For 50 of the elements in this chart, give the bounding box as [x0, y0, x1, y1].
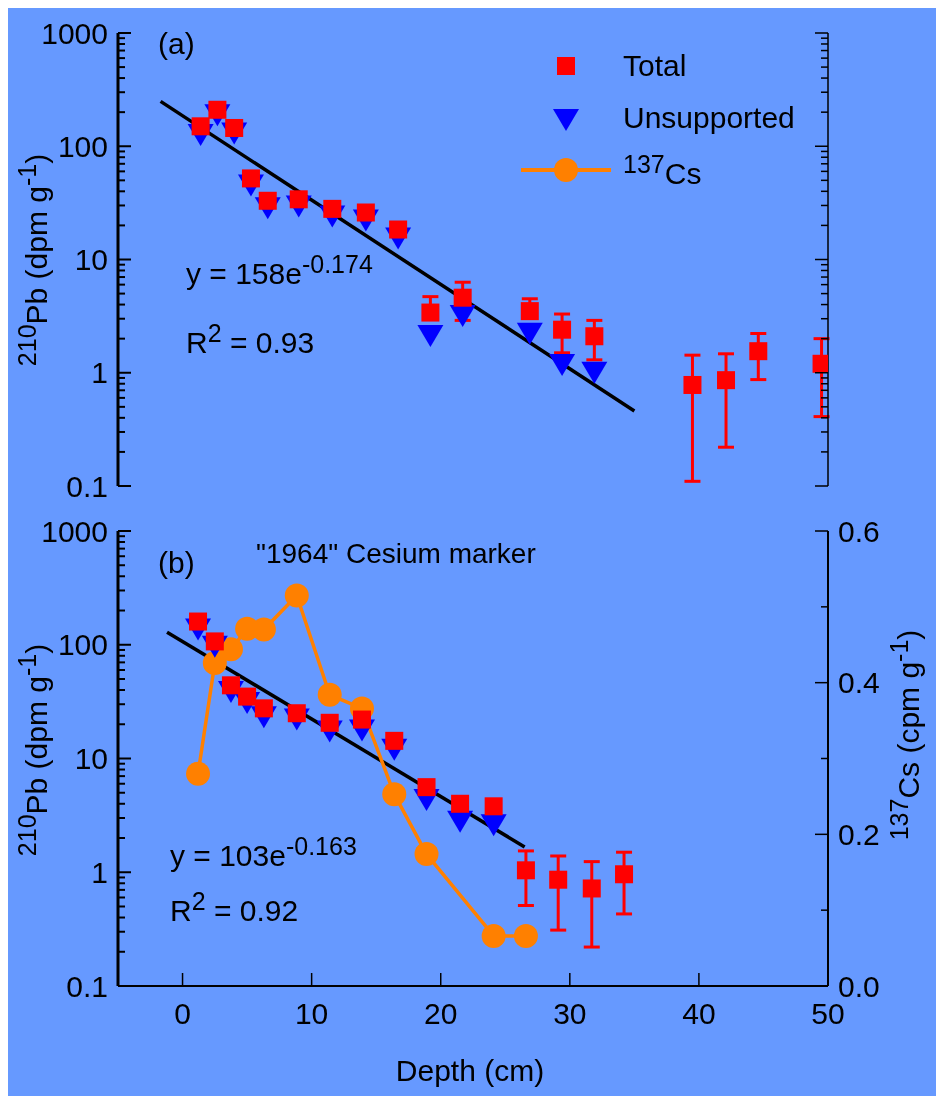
point: [549, 353, 576, 376]
legend-label: $^{137}$Cs: [623, 149, 702, 191]
legend-label: Total: [623, 49, 687, 83]
point: [717, 371, 736, 390]
annotation: y = 158e$^{-0.174}$: [186, 250, 373, 291]
point: [352, 710, 371, 729]
point: [417, 324, 444, 347]
x-axis-title: Depth (cm): [395, 1054, 545, 1088]
y2-tick-label: 0.4: [838, 666, 880, 700]
annotation: "1964" Cesium marker: [256, 538, 536, 570]
x-tick-label: 40: [682, 997, 716, 1030]
point: [582, 879, 601, 898]
x-tick-label: 30: [553, 997, 587, 1030]
point: [749, 342, 768, 361]
x-tick-label: 20: [424, 997, 458, 1030]
y-tick-label: 1000: [41, 514, 108, 548]
point: [549, 870, 568, 889]
y-tick-label: 10: [74, 243, 108, 276]
point: [451, 794, 470, 813]
y-tick-label: 0.1: [66, 469, 108, 503]
y-tick-label: 1: [91, 356, 108, 390]
point: [553, 320, 572, 339]
y-tick-label: 10: [74, 742, 108, 775]
y2-tick-label: 0.6: [838, 514, 880, 548]
point: [453, 288, 472, 307]
point: [421, 303, 440, 322]
point: [581, 361, 608, 384]
x-tick-label: 10: [294, 997, 329, 1030]
annotation: R$^{2}$ = 0.92: [170, 887, 299, 928]
y2-tick-label: 0.2: [838, 817, 880, 851]
point: [585, 327, 604, 346]
point: [520, 302, 539, 321]
y-tick-label: 1000: [41, 16, 108, 50]
y-tick-label: 0.1: [66, 969, 108, 1003]
annotation: (a): [158, 27, 195, 61]
point: [516, 322, 543, 345]
annotation: y = 103e$^{-0.163}$: [170, 832, 357, 873]
x-tick-label: 0: [174, 997, 191, 1030]
annotation: R$^{2}$ = 0.93: [186, 319, 315, 360]
point: [516, 861, 535, 880]
point: [683, 375, 702, 394]
y-tick-label: 100: [57, 129, 108, 163]
point: [480, 814, 507, 837]
annotation: (b): [158, 546, 195, 580]
point: [484, 797, 503, 816]
y-tick-label: 100: [57, 628, 108, 662]
legend-label: Unsupported: [623, 101, 795, 135]
y-tick-label: 1: [91, 855, 108, 889]
point: [417, 778, 436, 797]
point: [615, 865, 634, 884]
